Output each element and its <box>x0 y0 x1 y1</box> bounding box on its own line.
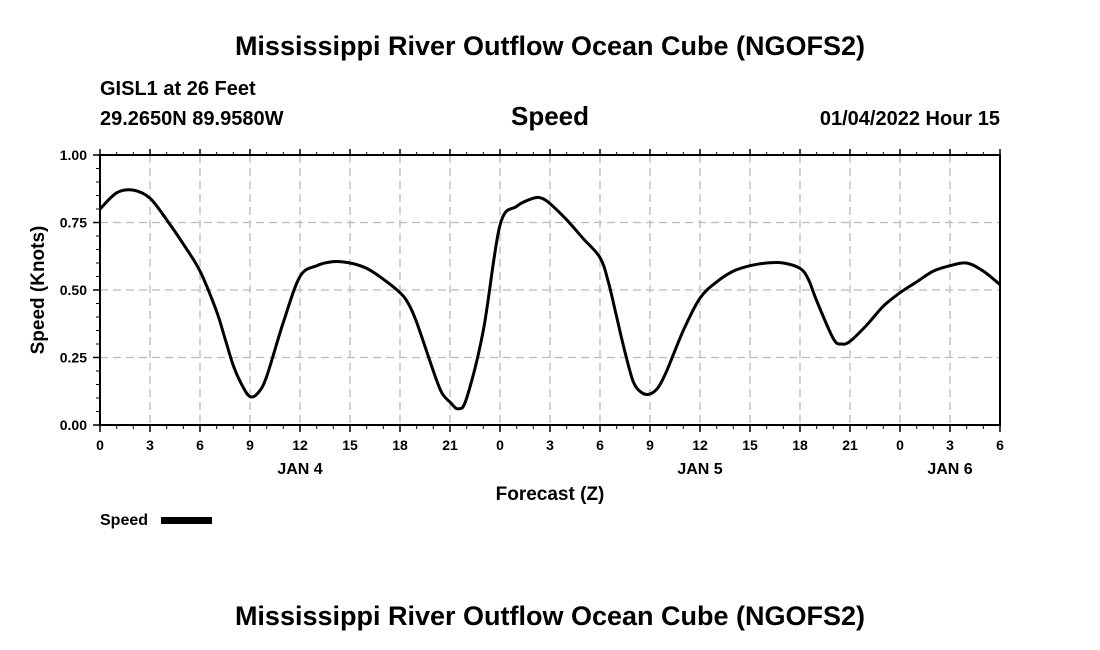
x-tick-label: 3 <box>946 437 954 453</box>
x-tick-label: 3 <box>146 437 154 453</box>
x-tick-label: 12 <box>692 437 708 453</box>
x-tick-label: 15 <box>742 437 758 453</box>
y-tick-label: 1.00 <box>60 147 87 163</box>
x-tick-label: 9 <box>246 437 254 453</box>
legend-label: Speed <box>100 512 148 529</box>
x-tick-label: 3 <box>546 437 554 453</box>
x-tick-label: 9 <box>646 437 654 453</box>
y-tick-label: 0.25 <box>60 350 87 366</box>
forecast-datetime: 01/04/2022 Hour 15 <box>820 108 1000 130</box>
y-tick-label: 0.50 <box>60 282 87 298</box>
grid-lines <box>100 155 1000 425</box>
x-tick-label: 0 <box>896 437 904 453</box>
x-tick-label: 18 <box>792 437 808 453</box>
day-label: JAN 5 <box>677 461 722 478</box>
x-tick-label: 0 <box>96 437 104 453</box>
x-axis-label: Forecast (Z) <box>496 484 605 505</box>
day-label: JAN 4 <box>277 461 322 478</box>
axes <box>93 149 1001 432</box>
chart-main-title: Mississippi River Outflow Ocean Cube (NG… <box>235 31 865 61</box>
y-tick-label: 0.00 <box>60 417 87 433</box>
x-tick-label: 18 <box>392 437 408 453</box>
day-labels: JAN 4 JAN 5 JAN 6 <box>277 461 972 478</box>
x-tick-label: 0 <box>496 437 504 453</box>
series-line-speed <box>98 188 1001 411</box>
chart-title-speed: Speed <box>511 101 589 131</box>
y-tick-label: 0.75 <box>60 215 87 231</box>
y-tick-labels: 0.00 0.25 0.50 0.75 1.00 <box>60 147 87 433</box>
legend-swatch <box>161 517 212 524</box>
y-axis-label: Speed (Knots) <box>28 226 49 355</box>
x-tick-label: 12 <box>292 437 308 453</box>
x-tick-label: 6 <box>196 437 204 453</box>
footer-title: Mississippi River Outflow Ocean Cube (NG… <box>235 601 865 631</box>
x-tick-label: 21 <box>842 437 858 453</box>
station-label: GISL1 at 26 Feet <box>100 78 256 100</box>
x-tick-label: 15 <box>342 437 358 453</box>
x-tick-labels: 0 3 6 9 12 15 18 21 0 3 6 9 12 15 18 21 0 3 6 <box>96 437 1004 453</box>
legend: Speed <box>100 512 212 529</box>
x-tick-label: 6 <box>996 437 1004 453</box>
day-label: JAN 6 <box>927 461 972 478</box>
x-tick-label: 21 <box>442 437 458 453</box>
station-coordinates: 29.2650N 89.9580W <box>100 108 284 130</box>
x-tick-label: 6 <box>596 437 604 453</box>
